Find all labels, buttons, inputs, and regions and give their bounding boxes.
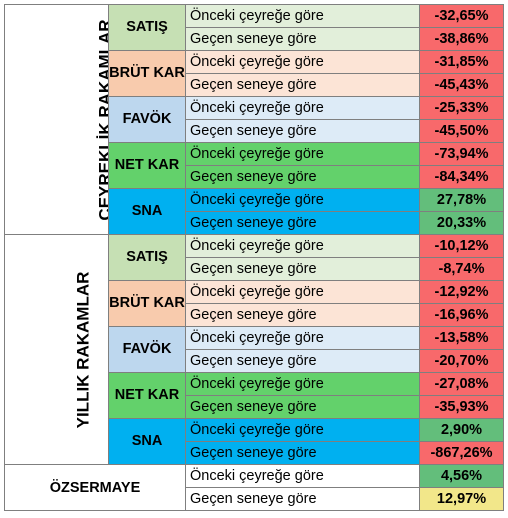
table-row: Geçen seneye göre -84,34%	[5, 165, 504, 189]
table-row: Geçen seneye göre -38,86%	[5, 27, 504, 51]
row-label: Geçen seneye göre	[185, 211, 420, 235]
table-row: Geçen seneye göre -45,50%	[5, 119, 504, 143]
row-label: Önceki çeyreğe göre	[185, 142, 420, 166]
row-label: Geçen seneye göre	[185, 441, 420, 465]
row-value: -12,92%	[419, 280, 504, 304]
financial-ratios-table: ÇEYREKLİK RAKAMLAR SATIŞ Önceki çeyreğe …	[4, 4, 504, 511]
category-brut-kar: BRÜT KAR	[108, 280, 186, 327]
row-value: -32,65%	[419, 4, 504, 28]
row-label: Önceki çeyreğe göre	[185, 280, 420, 304]
category-favok: FAVÖK	[108, 96, 186, 143]
table-row: Geçen seneye göre -867,26%	[5, 441, 504, 465]
table-row: FAVÖK Önceki çeyreğe göre -13,58%	[5, 326, 504, 373]
row-label: Önceki çeyreğe göre	[185, 234, 420, 258]
row-value: -35,93%	[419, 395, 504, 419]
row-value: 27,78%	[419, 188, 504, 212]
row-label: Önceki çeyreğe göre	[185, 418, 420, 442]
row-value: -20,70%	[419, 349, 504, 373]
row-value: -10,12%	[419, 234, 504, 258]
row-value: -38,86%	[419, 27, 504, 51]
row-value: -16,96%	[419, 303, 504, 327]
table-row: Geçen seneye göre -16,96%	[5, 303, 504, 327]
row-label: Önceki çeyreğe göre	[185, 50, 420, 74]
row-value: 4,56%	[419, 464, 504, 488]
row-label: Geçen seneye göre	[185, 303, 420, 327]
table-row: FAVÖK Önceki çeyreğe göre -25,33%	[5, 96, 504, 143]
table-row: Geçen seneye göre 12,97%	[5, 487, 504, 511]
row-label: Geçen seneye göre	[185, 27, 420, 51]
row-value: -27,08%	[419, 372, 504, 396]
category-sna: SNA	[108, 188, 186, 235]
financial-ratios-table-wrapper: ÇEYREKLİK RAKAMLAR SATIŞ Önceki çeyreğe …	[4, 4, 504, 514]
row-label: Geçen seneye göre	[185, 395, 420, 419]
table-row: Geçen seneye göre -8,74%	[5, 257, 504, 281]
row-label: Geçen seneye göre	[185, 73, 420, 97]
section-title-yearly-text: YILLIK RAKAMLAR	[73, 271, 93, 428]
row-label: Geçen seneye göre	[185, 349, 420, 373]
section-title-quarterly-text: ÇEYREKLİK RAKAMLAR	[95, 18, 109, 221]
table-row: ÇEYREKLİK RAKAMLAR SATIŞ Önceki çeyreğe …	[4, 4, 504, 235]
table-row: Geçen seneye göre -20,70%	[5, 349, 504, 373]
row-label: Önceki çeyreğe göre	[185, 464, 420, 488]
row-label: Önceki çeyreğe göre	[185, 326, 420, 350]
row-value: -84,34%	[419, 165, 504, 189]
row-label: Geçen seneye göre	[185, 487, 420, 511]
table-row: NET KAR Önceki çeyreğe göre -27,08%	[5, 372, 504, 419]
table-row: NET KAR Önceki çeyreğe göre -73,94%	[5, 142, 504, 189]
row-label: Geçen seneye göre	[185, 165, 420, 189]
category-brut-kar: BRÜT KAR	[108, 50, 186, 97]
row-label: Önceki çeyreğe göre	[185, 188, 420, 212]
row-value: -45,43%	[419, 73, 504, 97]
category-satis: SATIŞ	[108, 234, 186, 281]
category-sna: SNA	[108, 418, 186, 465]
row-value: -867,26%	[419, 441, 504, 465]
table-row: BRÜT KAR Önceki çeyreğe göre -12,92%	[5, 280, 504, 327]
row-label: Geçen seneye göre	[185, 257, 420, 281]
section-title-quarterly: ÇEYREKLİK RAKAMLAR	[4, 4, 109, 235]
row-value: -25,33%	[419, 96, 504, 120]
table-row: ÖZSERMAYE Önceki çeyreğe göre 4,56%	[4, 464, 504, 511]
table-row: Geçen seneye göre -35,93%	[5, 395, 504, 419]
row-value: -8,74%	[419, 257, 504, 281]
row-label: Önceki çeyreğe göre	[185, 96, 420, 120]
row-value: -13,58%	[419, 326, 504, 350]
ozsermaye-title: ÖZSERMAYE	[4, 464, 186, 511]
row-value: 2,90%	[419, 418, 504, 442]
category-satis: SATIŞ	[108, 4, 186, 51]
section-title-yearly: YILLIK RAKAMLAR	[4, 234, 109, 465]
row-value: 12,97%	[419, 487, 504, 511]
row-label: Önceki çeyreğe göre	[185, 4, 420, 28]
row-value: -31,85%	[419, 50, 504, 74]
table-row: YILLIK RAKAMLAR SATIŞ Önceki çeyreğe gör…	[4, 234, 504, 465]
table-row: Geçen seneye göre 20,33%	[5, 211, 504, 235]
row-value: -73,94%	[419, 142, 504, 166]
table-row: SNA Önceki çeyreğe göre 2,90%	[5, 418, 504, 465]
table-row: Geçen seneye göre -45,43%	[5, 73, 504, 97]
category-net-kar: NET KAR	[108, 372, 186, 419]
category-net-kar: NET KAR	[108, 142, 186, 189]
row-value: 20,33%	[419, 211, 504, 235]
row-value: -45,50%	[419, 119, 504, 143]
row-label: Geçen seneye göre	[185, 119, 420, 143]
category-favok: FAVÖK	[108, 326, 186, 373]
row-label: Önceki çeyreğe göre	[185, 372, 420, 396]
table-row: BRÜT KAR Önceki çeyreğe göre -31,85%	[5, 50, 504, 97]
